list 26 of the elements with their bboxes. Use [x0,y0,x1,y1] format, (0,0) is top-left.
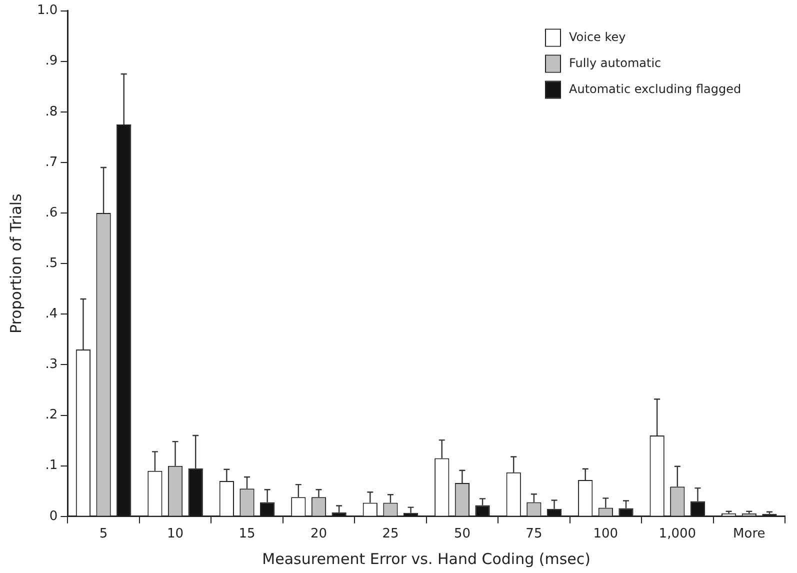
y-tick-label: .2 [45,408,58,423]
x-tick-label: 75 [526,526,542,542]
x-tick-label: 5 [99,526,108,542]
y-tick-label: .8 [45,104,58,120]
y-axis-title: Proportion of Trials [6,193,25,334]
y-tick-label: .5 [45,256,58,271]
x-tick-label: 15 [238,526,256,542]
y-tick-label: .1 [45,458,58,474]
y-tick-label: 1.0 [36,3,58,18]
y-tick-label: 0 [49,508,58,524]
x-tick-label: 1,000 [658,526,696,542]
y-tick-label: .4 [45,306,58,322]
legend-label: Automatic excluding flagged [569,82,742,96]
x-axis-title: Measurement Error vs. Hand Coding (msec) [262,550,590,568]
x-tick-label: 100 [593,526,618,542]
x-tick-label: 10 [167,526,184,542]
x-tick-label: More [733,526,766,542]
y-tick-label: .7 [45,154,58,170]
legend-label: Voice key [569,30,626,44]
y-tick-label: .9 [45,54,58,69]
y-tick-label: .3 [45,357,58,372]
x-tick-label: 50 [454,526,470,542]
x-tick-label: 25 [382,526,399,542]
y-tick-label: .6 [45,205,58,220]
x-tick-label: 20 [310,526,328,542]
legend-label: Fully automatic [569,56,662,70]
